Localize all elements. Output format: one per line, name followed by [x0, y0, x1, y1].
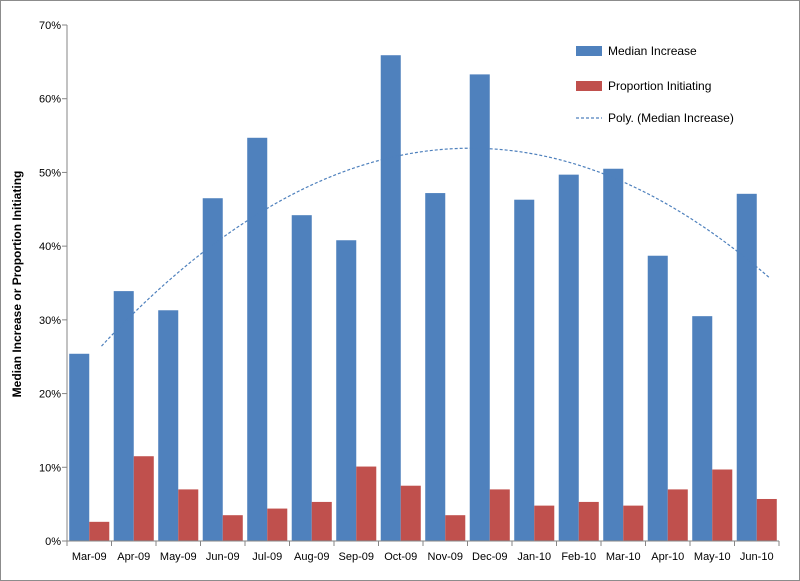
y-tick-label: 10%: [39, 462, 61, 474]
x-tick-label-may-09: May-09: [160, 551, 197, 563]
x-tick-label-aug-09: Aug-09: [294, 551, 329, 563]
bar-proportion-initiating-sep-09: [356, 466, 377, 541]
legend-label-proportion-initiating: Proportion Initiating: [608, 79, 711, 93]
bar-proportion-initiating-may-09: [178, 489, 199, 541]
bar-proportion-initiating-jul-09: [267, 508, 288, 541]
x-tick-label-oct-09: Oct-09: [384, 551, 417, 563]
bar-proportion-initiating-mar-09: [89, 521, 110, 541]
x-tick-label-feb-10: Feb-10: [561, 551, 596, 563]
bar-median-increase-jun-09: [202, 198, 223, 542]
x-tick-label-jun-10: Jun-10: [740, 551, 774, 563]
bar-proportion-initiating-apr-10: [667, 489, 688, 541]
legend-swatch-proportion-initiating: [576, 81, 602, 91]
bar-proportion-initiating-nov-09: [445, 515, 466, 541]
plot-area: 0% 10% 20% 30% 40% 50% 60% 70% Mar-09 Apr-09 May-0…: [39, 20, 780, 563]
bar-median-increase-dec-09: [469, 74, 490, 541]
legend: Median Increase Proportion Initiating Po…: [576, 44, 734, 125]
trendline-poly-median-increase: [101, 147, 770, 347]
bar-median-increase-mar-09: [69, 353, 90, 541]
bar-proportion-initiating-dec-09: [489, 489, 510, 541]
x-tick-label-jun-09: Jun-09: [206, 551, 240, 563]
bar-proportion-initiating-jun-09: [222, 515, 243, 541]
bar-median-increase-aug-09: [291, 215, 312, 541]
bar-proportion-initiating-apr-09: [133, 456, 154, 541]
bar-proportion-initiating-may-10: [712, 469, 733, 541]
bar-proportion-initiating-jan-10: [534, 505, 555, 541]
bar-median-increase-jan-10: [514, 199, 535, 541]
x-tick-label-sep-09: Sep-09: [339, 551, 374, 563]
x-tick-label-dec-09: Dec-09: [472, 551, 507, 563]
x-tick-label-jan-10: Jan-10: [517, 551, 551, 563]
y-tick-label: 60%: [39, 94, 61, 106]
x-tick-label-mar-09: Mar-09: [72, 551, 107, 563]
bar-median-increase-apr-10: [647, 255, 668, 542]
y-axis-title: Median Increase or Proportion Initiating: [10, 171, 24, 398]
x-tick-label-apr-09: Apr-09: [117, 551, 150, 563]
legend-label-trendline: Poly. (Median Increase): [608, 111, 734, 125]
y-tick-label: 20%: [39, 389, 61, 401]
bar-proportion-initiating-feb-10: [578, 501, 599, 541]
bar-median-increase-feb-10: [558, 174, 579, 541]
y-tick-label: 0%: [45, 536, 61, 548]
bar-median-increase-apr-09: [113, 291, 134, 541]
x-tick-label-may-10: May-10: [694, 551, 731, 563]
bar-proportion-initiating-oct-09: [400, 485, 421, 541]
x-tick-label-nov-09: Nov-09: [428, 551, 463, 563]
bar-median-increase-nov-09: [425, 193, 446, 541]
bar-proportion-initiating-mar-10: [623, 505, 644, 541]
bar-median-increase-oct-09: [380, 55, 401, 541]
bar-median-increase-may-10: [692, 316, 713, 541]
x-tick-label-jul-09: Jul-09: [252, 551, 282, 563]
bar-proportion-initiating-aug-09: [311, 501, 332, 541]
y-tick-label: 70%: [39, 20, 61, 32]
bar-median-increase-jun-10: [736, 193, 757, 541]
y-tick-label: 30%: [39, 315, 61, 327]
bar-median-increase-may-09: [158, 310, 179, 541]
bar-median-increase-mar-10: [603, 168, 624, 542]
x-tick-label-apr-10: Apr-10: [651, 551, 684, 563]
legend-swatch-median-increase: [576, 46, 602, 56]
y-tick-label: 50%: [39, 167, 61, 179]
bar-median-increase-jul-09: [247, 137, 268, 541]
bar-median-increase-sep-09: [336, 240, 357, 541]
legend-label-median-increase: Median Increase: [608, 44, 697, 58]
y-tick-label: 40%: [39, 241, 61, 253]
bar-proportion-initiating-jun-10: [756, 498, 777, 541]
x-tick-label-mar-10: Mar-10: [606, 551, 641, 563]
